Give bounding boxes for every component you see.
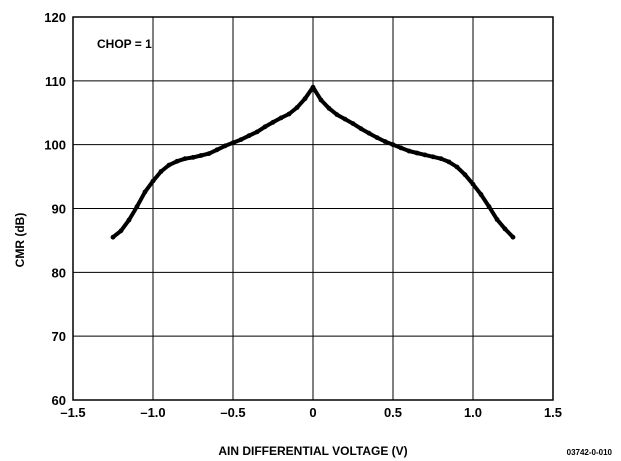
- x-tick-label: 0.5: [384, 405, 402, 420]
- y-tick-label: 110: [45, 74, 66, 89]
- data-point: [126, 217, 132, 223]
- plot-frame: [72, 16, 554, 401]
- data-point: [238, 137, 244, 143]
- data-point: [246, 133, 252, 139]
- data-point: [414, 150, 420, 156]
- x-tick-label: –0.5: [220, 405, 245, 420]
- data-point: [358, 126, 364, 132]
- data-point: [510, 234, 516, 240]
- data-point: [390, 142, 396, 148]
- data-point: [190, 155, 196, 160]
- data-point: [286, 111, 292, 117]
- data-point: [446, 159, 452, 165]
- data-point: [350, 121, 356, 126]
- series-layer: [110, 84, 516, 240]
- data-point: [150, 178, 156, 184]
- grid: [72, 16, 554, 401]
- chop-annotation: CHOP = 1: [97, 37, 152, 51]
- data-point: [206, 151, 212, 157]
- figure-id: 03742-0-010: [567, 448, 613, 457]
- data-point: [118, 228, 124, 234]
- data-point: [198, 153, 204, 158]
- data-point: [454, 164, 460, 170]
- data-point: [502, 226, 508, 232]
- y-tick-label: 100: [44, 138, 66, 153]
- y-tick-label: 80: [52, 265, 66, 280]
- y-tick-label: 120: [44, 10, 66, 25]
- data-point: [406, 148, 412, 154]
- data-point: [254, 129, 260, 135]
- data-point: [166, 162, 172, 168]
- data-point: [478, 192, 484, 197]
- x-tick-label: –1.5: [60, 405, 85, 420]
- data-point: [422, 152, 428, 158]
- data-point: [366, 130, 372, 136]
- data-point: [430, 154, 436, 160]
- data-point: [318, 97, 324, 103]
- x-tick-label: –1.0: [140, 405, 165, 420]
- data-point: [262, 124, 268, 130]
- y-tick-label: 60: [52, 393, 66, 408]
- data-point: [494, 217, 500, 222]
- data-point: [342, 116, 348, 122]
- data-point: [382, 139, 388, 144]
- data-point: [222, 143, 228, 149]
- data-point: [134, 204, 140, 210]
- x-tick-labels: –1.5 –1.0 –0.5 0 0.5 1.0 1.5: [60, 405, 562, 420]
- data-point: [438, 156, 444, 162]
- data-point: [214, 147, 220, 153]
- x-tick-label: 0: [309, 405, 316, 420]
- x-tick-label: 1.5: [544, 405, 562, 420]
- data-point: [398, 145, 404, 151]
- data-point: [270, 119, 276, 125]
- data-point: [278, 115, 284, 121]
- x-tick-label: 1.0: [464, 405, 482, 420]
- data-point: [302, 96, 308, 102]
- data-point: [334, 112, 340, 118]
- data-point: [294, 105, 300, 110]
- data-point: [310, 84, 316, 90]
- data-point: [374, 135, 380, 141]
- y-tick-label: 70: [52, 329, 66, 344]
- data-point: [142, 189, 148, 195]
- data-point: [174, 158, 180, 164]
- data-point: [486, 204, 492, 210]
- data-point: [326, 105, 332, 111]
- y-tick-label: 90: [52, 202, 66, 217]
- data-point: [182, 156, 188, 162]
- x-axis-label: AIN DIFFERENTIAL VOLTAGE (V): [218, 444, 407, 458]
- data-point: [230, 140, 236, 146]
- data-point: [110, 234, 116, 240]
- data-point: [158, 169, 164, 174]
- y-axis-label: CMR (dB): [13, 213, 27, 268]
- data-point: [470, 181, 476, 187]
- data-point: [462, 172, 468, 178]
- y-tick-labels: 60 70 80 90 100 110 120: [44, 10, 66, 408]
